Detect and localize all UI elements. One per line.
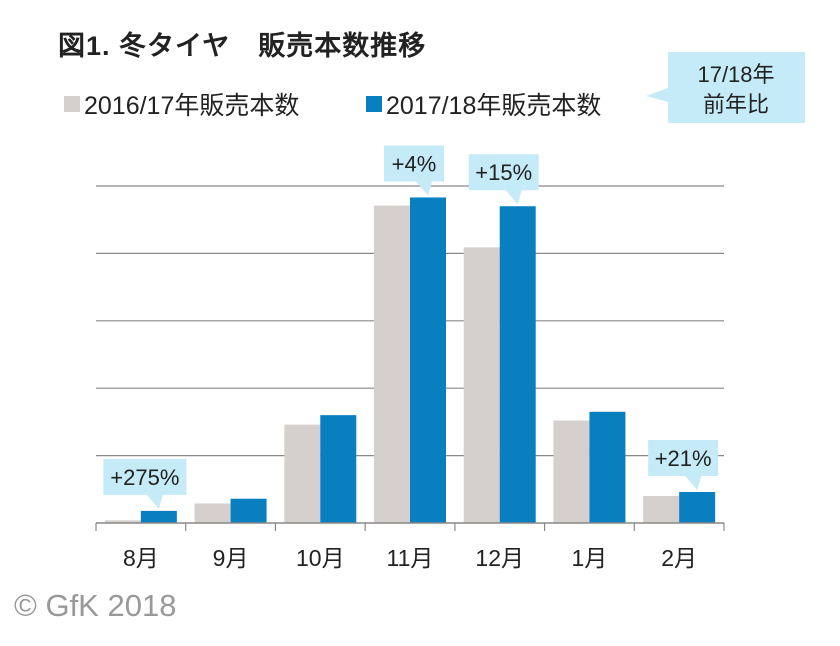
bar-2017-18 <box>320 415 357 523</box>
yoy-callout-box <box>468 154 539 205</box>
yoy-callout-box <box>103 458 187 509</box>
yoy-callouts: +275% +4% +15% +21% <box>103 145 719 509</box>
legend-swatch-2017-18 <box>366 96 382 112</box>
bar-2017-18 <box>679 491 716 523</box>
bar-2017-18 <box>499 206 536 523</box>
x-tick-label: 12月 <box>475 545 524 571</box>
bar-2017-18 <box>140 510 177 523</box>
bar-2016-17 <box>463 247 500 524</box>
legend-label-2017-18: 2017/18年販売本数 <box>386 92 602 120</box>
copyright-text: © GfK 2018 <box>14 588 177 623</box>
legend-item-2016-17: 2016/17年販売本数 <box>64 86 299 122</box>
yoy-callout-label: +275% <box>110 465 179 490</box>
yoy-callout-label: +15% <box>475 160 532 185</box>
bar-2016-17 <box>104 520 141 523</box>
bar-2016-17 <box>284 424 321 523</box>
legend-swatch-2016-17 <box>64 96 80 112</box>
bar-2016-17 <box>194 503 231 523</box>
legend-label-2016-17: 2016/17年販売本数 <box>84 92 300 120</box>
chart-title: 図1. 冬タイヤ 販売本数推移 <box>58 31 427 61</box>
legend-item-2017-18: 2017/18年販売本数 <box>366 86 601 122</box>
x-tick-label: 1月 <box>572 545 608 571</box>
yoy-legend-box: 17/18年 前年比 <box>646 52 805 123</box>
bar-2016-17 <box>553 420 590 523</box>
yoy-callout-label: +4% <box>392 151 437 176</box>
bars <box>104 197 716 524</box>
bar-2017-18 <box>410 197 446 523</box>
x-ticks <box>95 523 725 531</box>
yoy-callout-box <box>648 439 719 490</box>
x-tick-labels: 8月 9月 10月 11月 12月 1月 2月 <box>123 545 697 571</box>
yoy-box-shape <box>646 52 805 123</box>
x-tick-label: 9月 <box>213 545 249 571</box>
yoy-box-line2: 前年比 <box>703 92 769 117</box>
x-tick-label: 2月 <box>661 545 697 571</box>
x-tick-label: 11月 <box>387 545 434 571</box>
x-tick-label: 10月 <box>296 545 345 571</box>
bar-2016-17 <box>374 205 410 523</box>
bar-2017-18 <box>589 411 626 523</box>
bar-2017-18 <box>230 498 267 523</box>
x-tick-label: 8月 <box>123 545 159 571</box>
yoy-callout-box <box>384 145 444 196</box>
yoy-callout-label: +21% <box>655 446 712 471</box>
yoy-box-line1: 17/18年 <box>697 62 774 87</box>
bar-2016-17 <box>643 496 680 523</box>
